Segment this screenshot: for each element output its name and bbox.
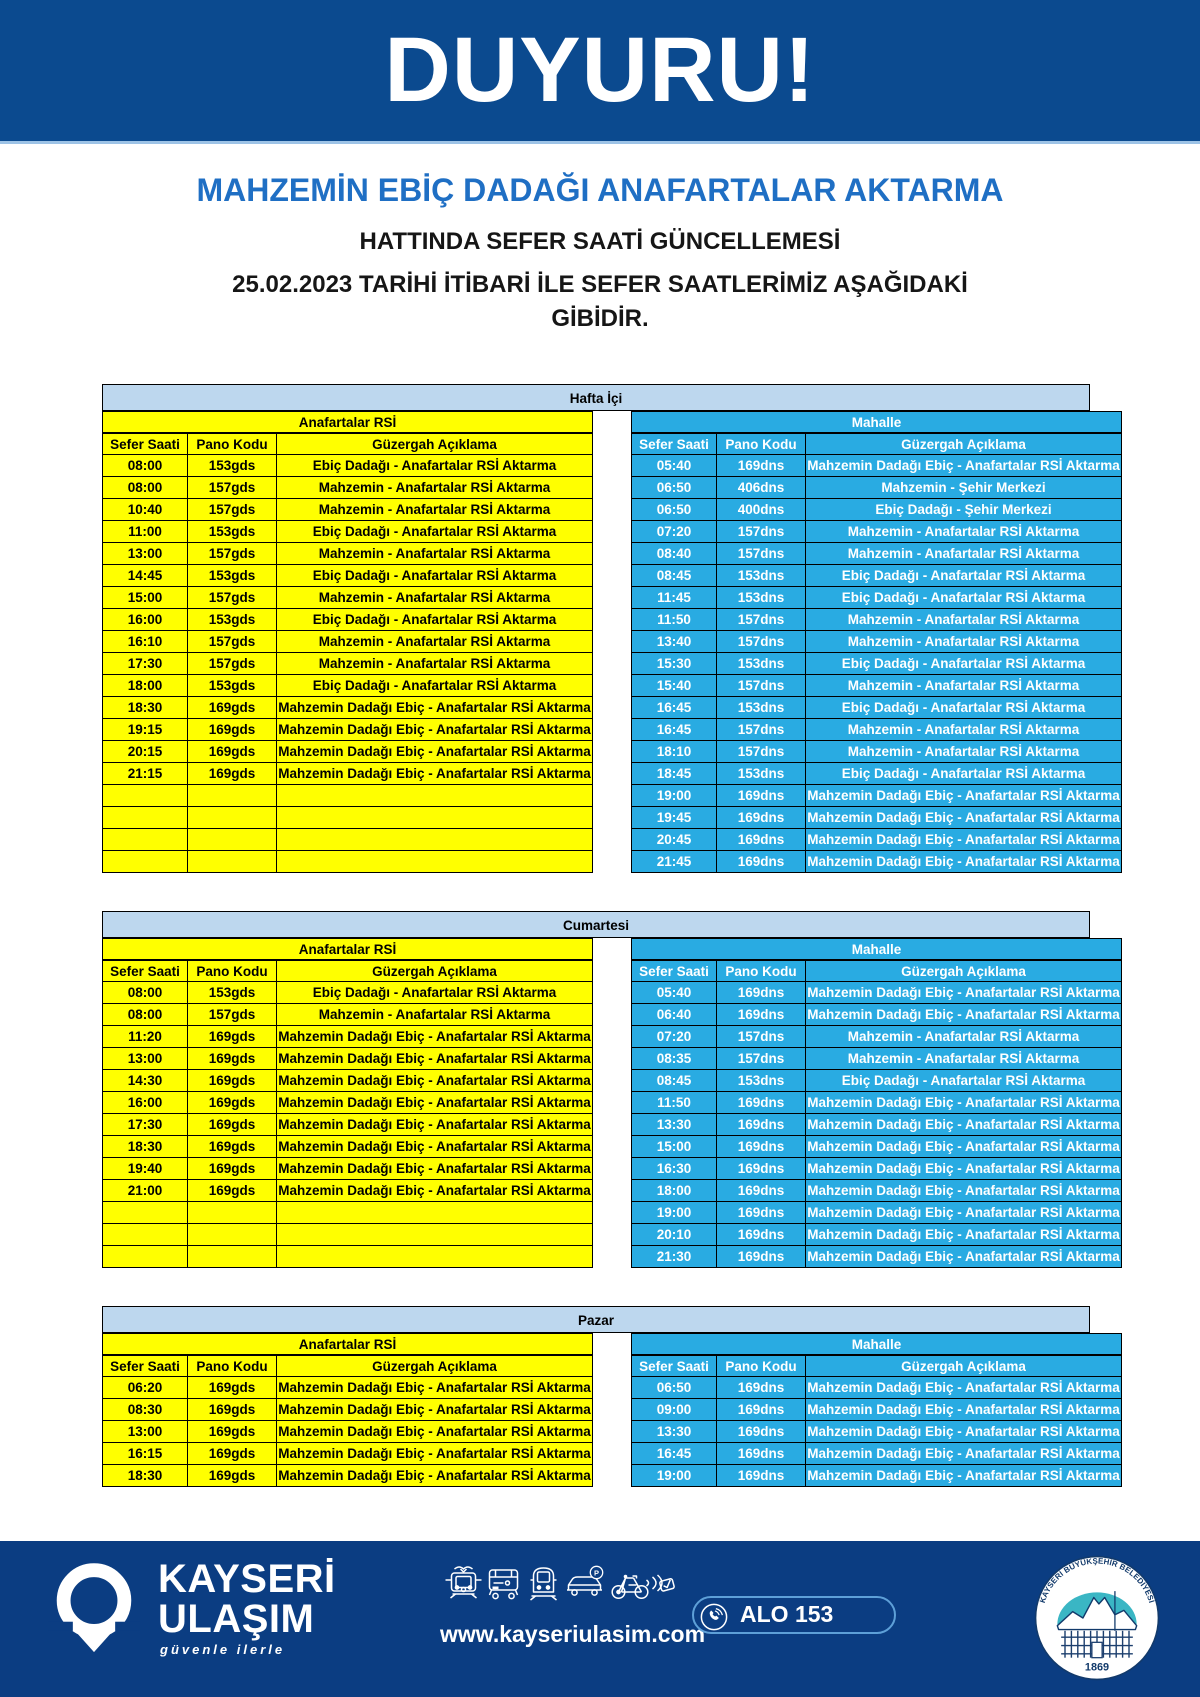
svg-text:1869: 1869 [1085, 1661, 1109, 1673]
svg-text:P: P [594, 1569, 599, 1578]
